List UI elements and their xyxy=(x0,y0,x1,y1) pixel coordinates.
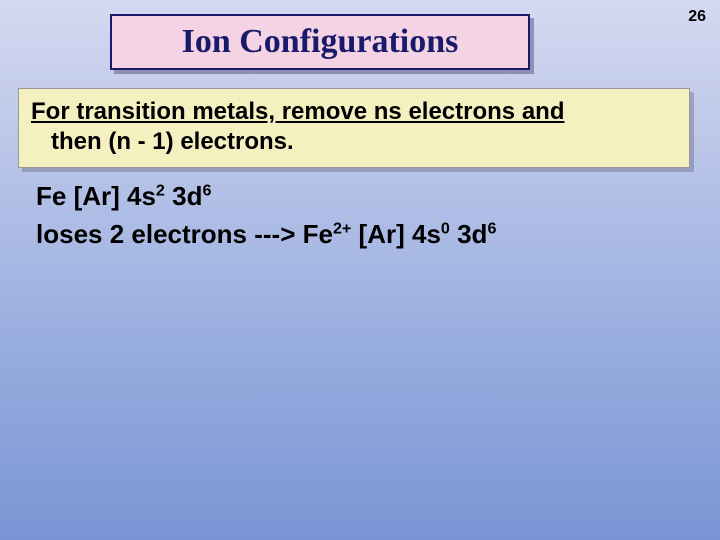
config-line-1: Fe [Ar] 4s2 3d6 xyxy=(36,178,686,216)
rule-line-2: then (n - 1) electrons. xyxy=(31,127,294,157)
body-content: Fe [Ar] 4s2 3d6 loses 2 electrons ---> F… xyxy=(36,178,686,253)
text-segment: 3d xyxy=(450,219,488,249)
rule-text: For transition metals, remove ns electro… xyxy=(31,97,677,157)
page-number: 26 xyxy=(688,8,706,26)
text-segment: 3d xyxy=(165,181,203,211)
superscript: 6 xyxy=(202,181,211,199)
text-segment: [Ar] 4s xyxy=(351,219,441,249)
rule-line-1: For transition metals, remove ns electro… xyxy=(31,98,564,125)
title-box: Ion Configurations xyxy=(110,14,530,70)
text-segment: loses 2 electrons ---> Fe xyxy=(36,219,333,249)
superscript: 6 xyxy=(487,219,496,237)
config-line-2: loses 2 electrons ---> Fe2+ [Ar] 4s0 3d6 xyxy=(36,216,686,254)
rule-box: For transition metals, remove ns electro… xyxy=(18,88,690,168)
superscript: 2 xyxy=(156,181,165,199)
slide-title: Ion Configurations xyxy=(182,23,459,61)
superscript: 0 xyxy=(441,219,450,237)
superscript: 2+ xyxy=(333,219,351,237)
text-segment: Fe [Ar] 4s xyxy=(36,181,156,211)
